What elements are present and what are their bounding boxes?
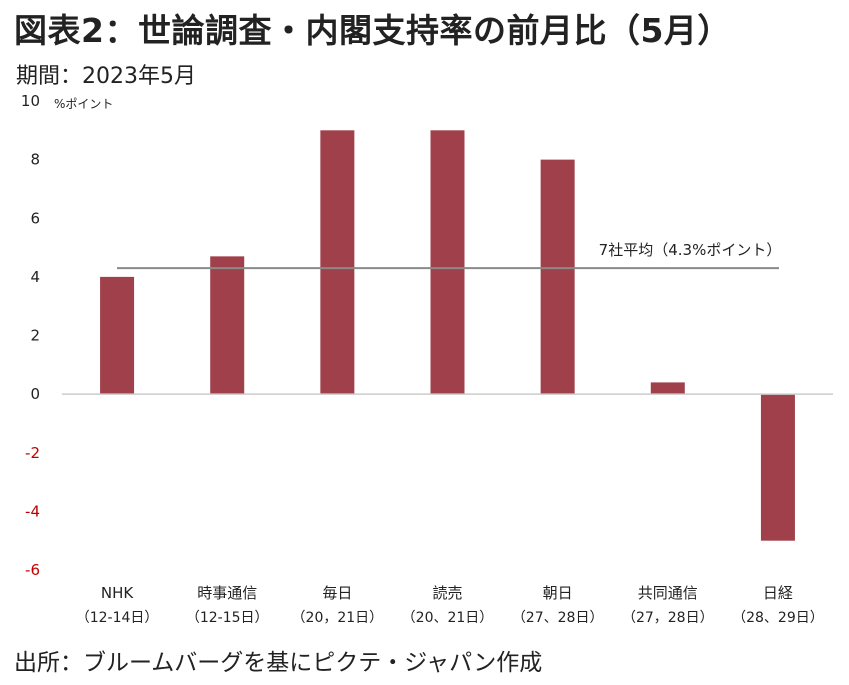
bar <box>540 159 575 395</box>
x-axis-labels: NHK （12-14日） 時事通信 （12-15日） 毎日 （20，21日） 読売 （20、2… <box>76 584 824 626</box>
y-tick-label: 8 <box>30 151 40 169</box>
bar <box>760 394 795 541</box>
bar <box>100 276 135 395</box>
y-tick-label: 0 <box>30 385 40 403</box>
x-category-label: 読売 <box>432 584 462 602</box>
y-tick-label: 10 <box>21 92 40 110</box>
bars-group <box>100 130 795 541</box>
y-unit-label: %ポイント <box>54 97 113 111</box>
x-date-label: （27，28日） <box>622 610 714 626</box>
bar <box>210 256 245 395</box>
bar-chart: 10 8 6 4 2 0 -2 -4 -6 %ポイント 7社平均（4.3%ポイント） NHK （1… <box>21 92 833 626</box>
bar <box>650 382 685 395</box>
x-date-label: （12-14日） <box>76 610 159 626</box>
x-category-label: 朝日 <box>543 584 573 602</box>
source-note: 出所：ブルームバーグを基にピクテ・ジャパン作成 <box>14 650 543 676</box>
y-tick-label: -6 <box>25 561 40 579</box>
x-category-label: 共同通信 <box>638 584 698 602</box>
chart-title: 図表2：世論調査・内閣支持率の前月比（5月） <box>14 11 731 50</box>
bar <box>430 130 465 395</box>
x-date-label: （28、29日） <box>732 610 824 626</box>
bar <box>320 130 355 395</box>
x-date-label: （27、28日） <box>512 610 604 626</box>
x-date-label: （20，21日） <box>292 610 384 626</box>
period-label: 期間：2023年5月 <box>16 64 196 89</box>
x-category-label: 毎日 <box>322 584 352 602</box>
x-category-label: 日経 <box>763 584 793 602</box>
y-tick-label: 6 <box>30 209 40 227</box>
y-tick-label: -2 <box>25 444 40 462</box>
y-tick-label: 4 <box>30 268 40 286</box>
y-tick-label: 2 <box>30 327 40 345</box>
average-label: 7社平均（4.3%ポイント） <box>599 241 782 259</box>
x-date-label: （20、21日） <box>402 610 494 626</box>
y-tick-label: -4 <box>25 502 40 520</box>
y-axis-ticks: 10 8 6 4 2 0 -2 -4 -6 <box>21 92 40 579</box>
x-date-label: （12-15日） <box>186 610 269 626</box>
x-category-label: NHK <box>101 584 135 602</box>
x-category-label: 時事通信 <box>197 584 257 602</box>
